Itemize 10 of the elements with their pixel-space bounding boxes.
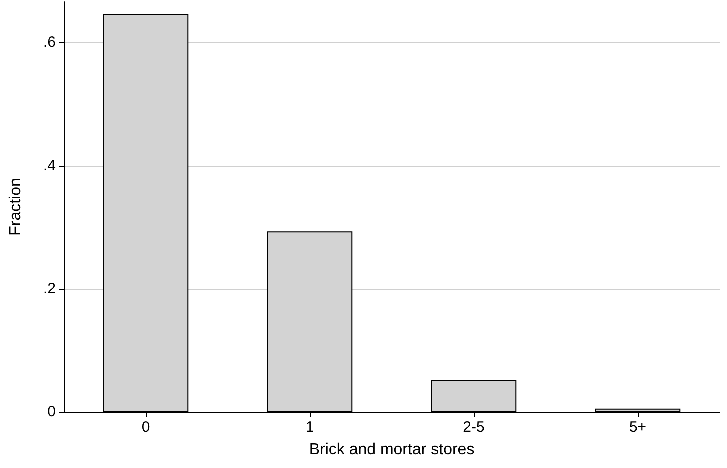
y-tick-label: 0: [48, 404, 56, 420]
x-tick-label: 2-5: [463, 419, 485, 436]
x-tick-label: 0: [142, 419, 150, 436]
x-axis-title: Brick and mortar stores: [309, 442, 475, 458]
x-tick-label: 1: [306, 419, 314, 436]
y-axis-title: Fraction: [8, 178, 24, 236]
x-tick-label: 5+: [629, 419, 647, 436]
y-tick-label: .2: [43, 280, 56, 298]
y-tick-label: .4: [43, 157, 56, 174]
y-tick-label: .6: [43, 34, 56, 52]
